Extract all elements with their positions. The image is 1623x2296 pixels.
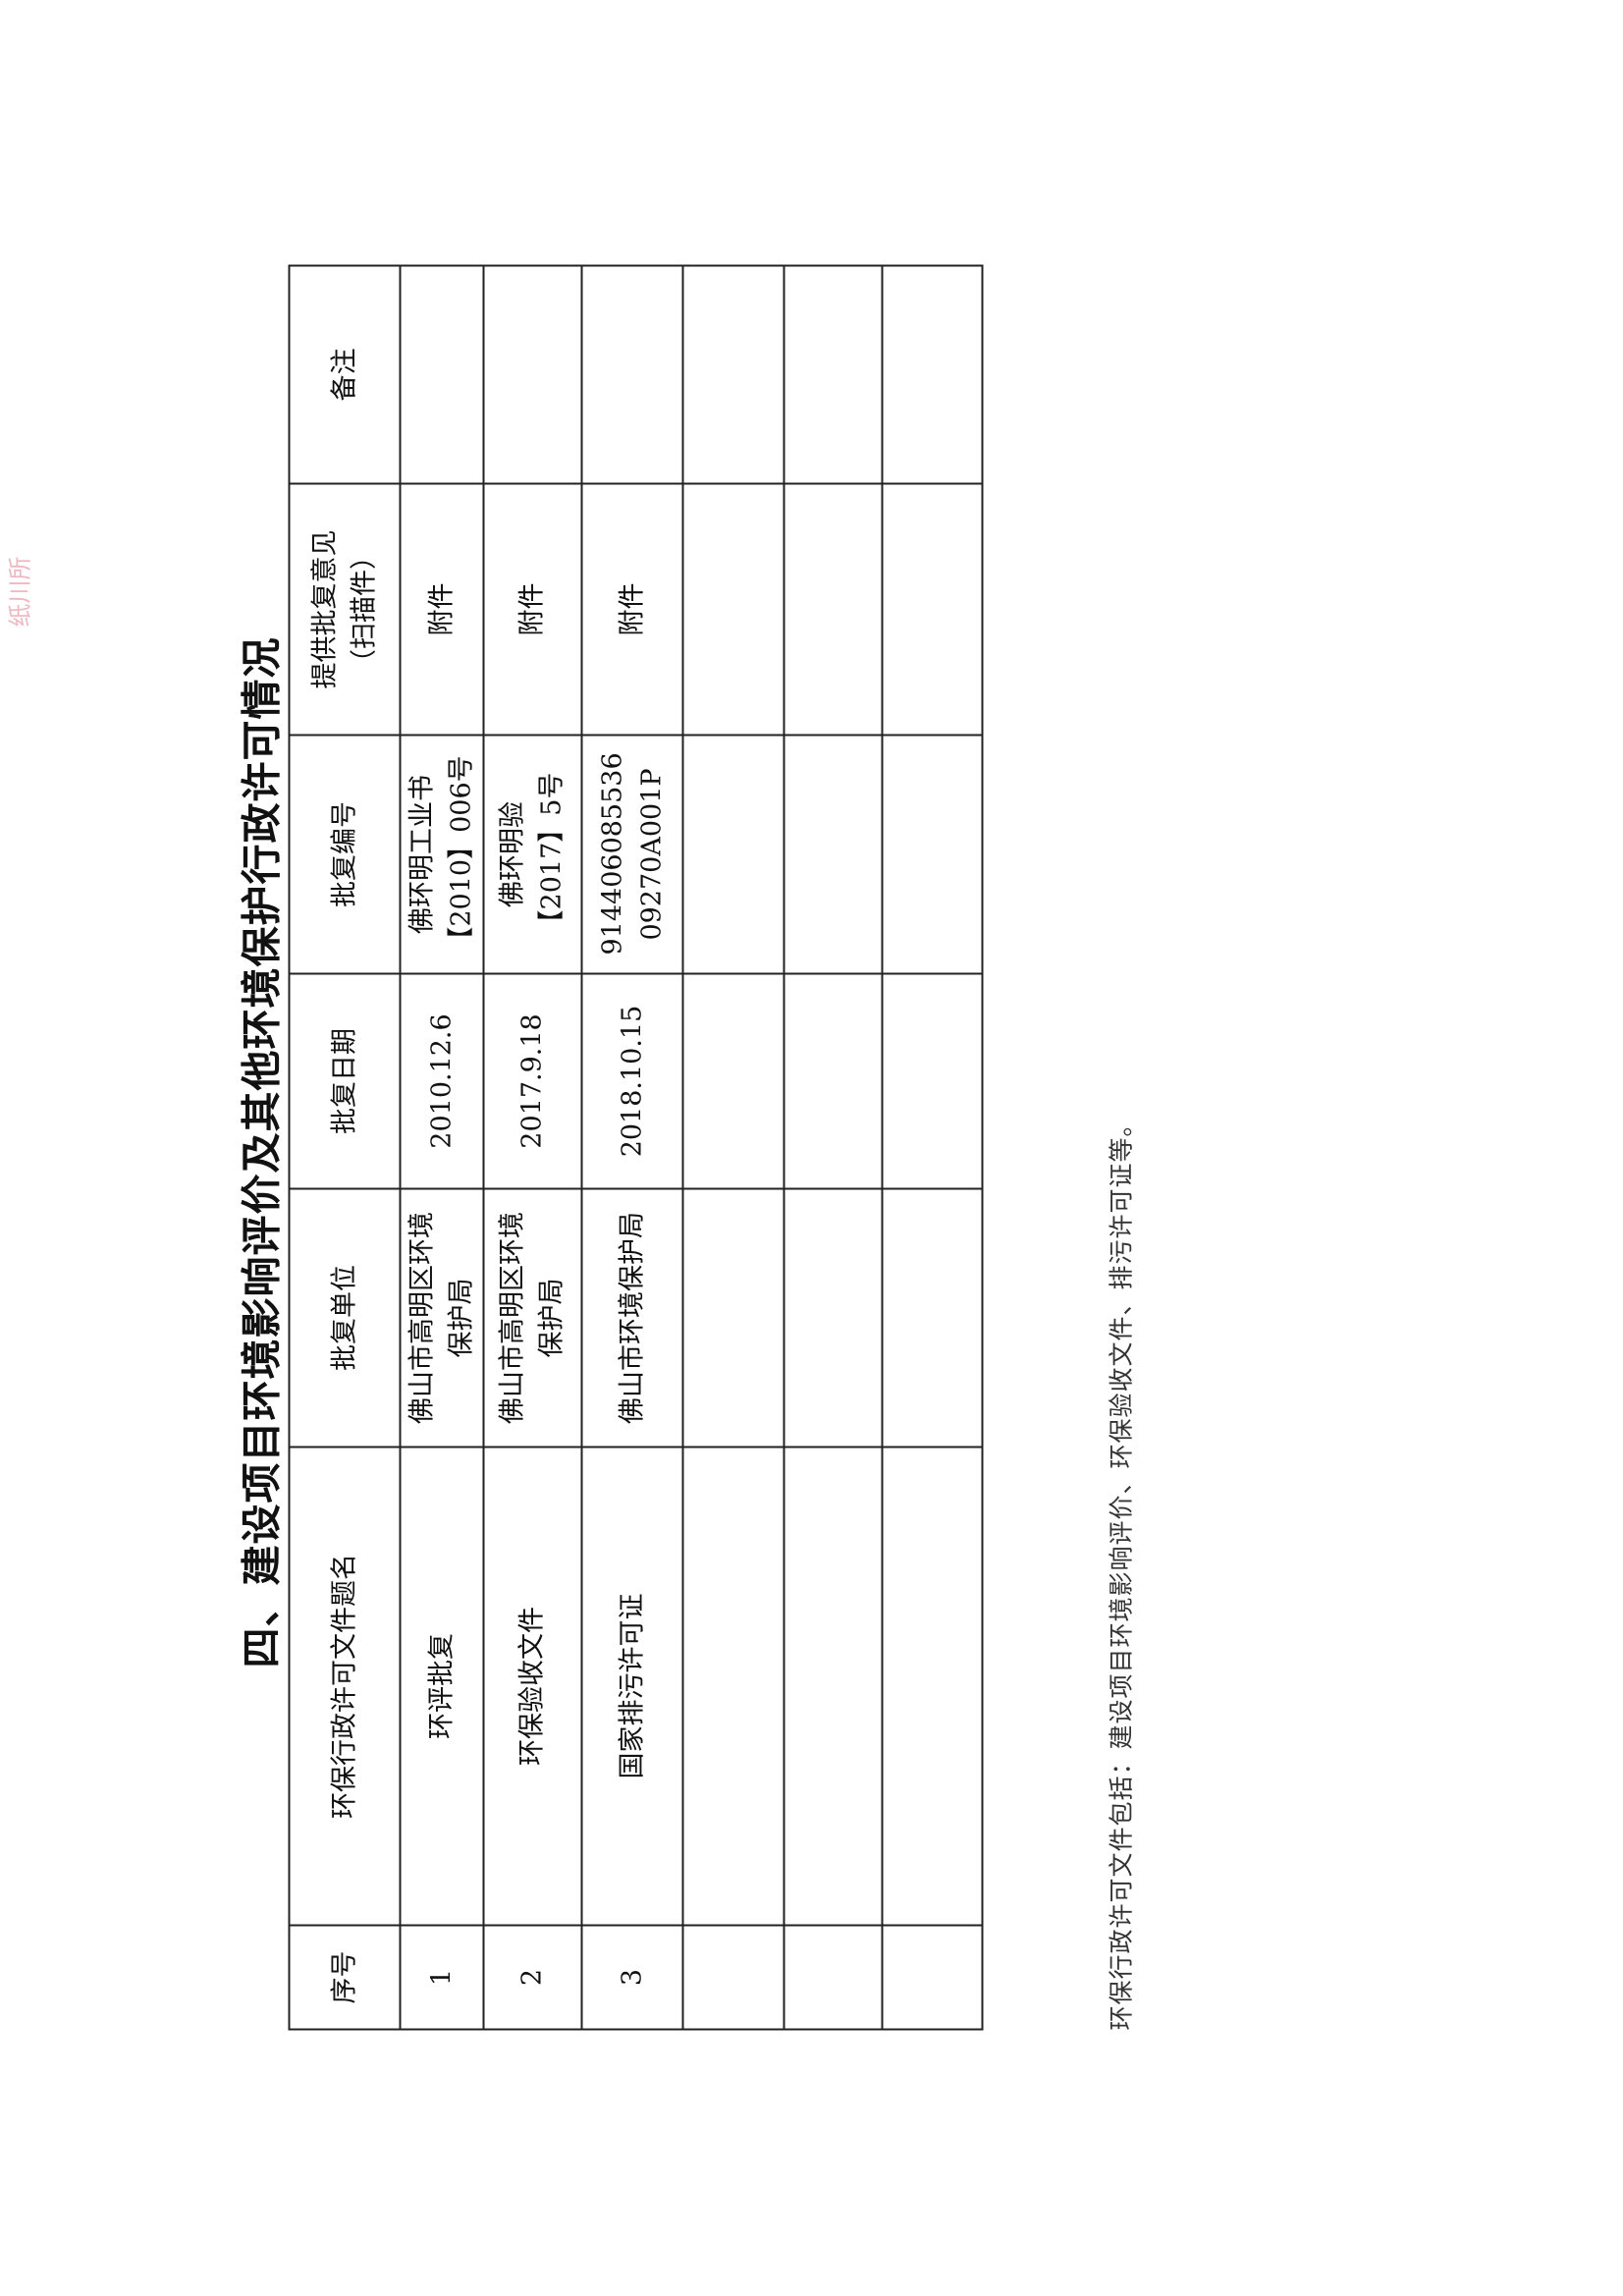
table-cell [682,483,784,735]
table-cell: 附件 [483,483,581,735]
stamp-mark: 纸川所 [6,556,33,627]
table-cell: 1 [400,1925,483,2029]
table-cell [882,1447,982,1925]
table-row: 3 国家排污许可证 佛山市环境保护局 2018.10.15 914406085536 0… [581,265,682,2029]
table-cell [882,483,982,735]
permit-table: 序号 环保行政许可文件题名 批复单位 批复日期 批复编号 提供批复意见（扫描件）… [288,264,983,2030]
table-cell: 佛山市高明区环境保护局 [483,1188,581,1447]
table-cell: 2 [483,1925,581,2029]
table-cell [882,265,982,483]
table-cell: 佛环明工业书【2010】006号 [400,735,483,973]
table-cell [682,735,784,973]
table-cell: 914406085536 09270A001P [581,735,682,973]
header-cell: 备注 [289,265,400,483]
table-cell [784,1188,882,1447]
table-cell [784,1447,882,1925]
table-cell: 佛环明验【2017】5号 [483,735,581,973]
table-cell: 环评批复 [400,1447,483,1925]
footnote: 环保行政许可文件包括：建设项目环境影响评价、环保验收文件、排污许可证等。 [1107,1110,1135,2030]
table-cell: 3 [581,1925,682,2029]
table-cell [784,483,882,735]
table-row: 1 环评批复 佛山市高明区环境保护局 2010.12.6 佛环明工业书【2010】006… [400,265,483,2029]
table-cell: 附件 [581,483,682,735]
table-cell [784,1925,882,2029]
table-row: 2 环保验收文件 佛山市高明区环境保护局 2017.9.18 佛环明验【2017】5号附… [483,265,581,2029]
table-cell: 2018.10.15 [581,973,682,1188]
table-cell: 2010.12.6 [400,973,483,1188]
table-cell: 环保验收文件 [483,1447,581,1925]
header-cell: 批复日期 [289,973,400,1188]
header-cell: 环保行政许可文件题名 [289,1447,400,1925]
table-cell [882,973,982,1188]
table-cell [682,973,784,1188]
table-row [784,265,882,2029]
table-header-row: 序号 环保行政许可文件题名 批复单位 批复日期 批复编号 提供批复意见（扫描件）… [289,265,400,2029]
table-cell [581,265,682,483]
table-cell: 2017.9.18 [483,973,581,1188]
table-row [682,265,784,2029]
table-cell: 附件 [400,483,483,735]
table-cell [784,973,882,1188]
header-cell: 提供批复意见（扫描件） [289,483,400,735]
table-cell [882,1925,982,2029]
table-cell: 佛山市环境保护局 [581,1188,682,1447]
header-cell: 批复编号 [289,735,400,973]
table-cell [682,265,784,483]
table-row [882,265,982,2029]
table-cell [682,1925,784,2029]
table-cell [400,265,483,483]
page-title: 四、建设项目环境影响评价及其他环境保护行政许可情况 [238,636,285,1667]
table-cell [784,265,882,483]
table-cell [483,265,581,483]
table-cell: 佛山市高明区环境保护局 [400,1188,483,1447]
table-cell: 国家排污许可证 [581,1447,682,1925]
table-cell [784,735,882,973]
table-cell [882,735,982,973]
header-cell: 批复单位 [289,1188,400,1447]
table-cell [882,1188,982,1447]
table-cell [682,1188,784,1447]
header-cell: 序号 [289,1925,400,2029]
table-cell [682,1447,784,1925]
